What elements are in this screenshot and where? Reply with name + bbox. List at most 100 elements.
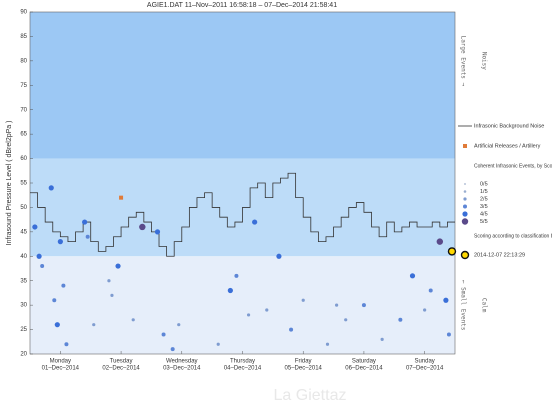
side-label: Large Events →	[460, 36, 467, 87]
legend-swatch	[463, 190, 467, 193]
event-point	[380, 337, 384, 341]
x-tick-label: Thursday	[230, 359, 255, 365]
event-point	[325, 342, 330, 346]
artillery-point	[119, 195, 124, 200]
legend-title: Coherent Infrasonic Events, by Score:	[474, 163, 552, 169]
x-tick-label: Tuesday	[110, 359, 133, 365]
legend-swatch	[463, 197, 467, 201]
event-point	[289, 327, 294, 332]
legend-swatch	[462, 211, 468, 217]
event-point	[170, 347, 175, 352]
event-point	[335, 303, 339, 307]
band	[30, 12, 455, 159]
event-point	[82, 219, 88, 225]
x-tick-label: Monday	[50, 359, 71, 365]
y-tick-label: 55	[20, 181, 27, 187]
event-point	[139, 223, 146, 231]
side-label: Noisy	[481, 52, 488, 70]
y-tick-label: 60	[20, 156, 27, 162]
legend-label: 2/5	[480, 196, 488, 202]
noise-line	[30, 172, 455, 257]
event-point	[446, 332, 451, 337]
event-point	[110, 293, 114, 297]
event-point	[131, 318, 135, 322]
legend-title: Scoring according to classification boun…	[474, 233, 552, 239]
event-point	[246, 313, 251, 317]
y-tick-label: 35	[20, 278, 27, 284]
y-tick-label: 65	[20, 132, 27, 138]
x-tick-date: 02–Dec–2014	[102, 366, 140, 372]
event-point	[61, 283, 66, 288]
x-tick-date: 04–Dec–2014	[224, 366, 262, 372]
side-label: ← Small Events	[460, 280, 467, 331]
event-point	[40, 264, 45, 269]
x-tick-date: 05–Dec–2014	[285, 366, 323, 372]
event-point	[443, 297, 449, 303]
legend-label: 3/5	[480, 204, 488, 210]
event-point	[436, 238, 444, 245]
legend-label: 5/5	[480, 219, 488, 225]
event-point	[85, 234, 90, 239]
legend-swatch	[461, 218, 469, 225]
legend-label: 1/5	[480, 189, 488, 195]
x-tick-date: 03–Dec–2014	[163, 366, 201, 372]
y-axis-label: Infrasound Pressure Level ( dBrel2pPa )	[6, 121, 13, 246]
event-point	[252, 219, 258, 225]
y-tick-label: 45	[20, 229, 27, 235]
x-tick-date: 01–Dec–2014	[42, 366, 80, 372]
event-point	[344, 318, 348, 322]
event-point	[161, 332, 166, 337]
event-point	[52, 298, 57, 303]
legend-label: Infrasonic Background Noise	[474, 123, 544, 129]
watermark: La Giettaz	[274, 387, 347, 400]
event-point	[57, 239, 63, 245]
event-point	[276, 253, 282, 259]
event-point	[154, 229, 161, 235]
y-tick-label: 25	[20, 327, 27, 333]
event-point	[301, 298, 305, 302]
event-point	[398, 317, 403, 322]
x-tick-label: Saturday	[352, 359, 376, 365]
event-point	[361, 303, 366, 308]
y-tick-label: 30	[20, 303, 27, 309]
side-label: Calm	[481, 298, 488, 313]
event-point	[265, 308, 269, 312]
event-point	[409, 273, 416, 279]
event-point	[227, 287, 233, 294]
legend-swatch	[460, 250, 470, 260]
highlight-point	[447, 247, 457, 256]
legend-swatch	[464, 183, 466, 185]
event-point	[36, 253, 42, 259]
legend-label: 4/5	[480, 211, 488, 217]
chart-title: AGIE1.DAT 11–Nov–2011 16:58:18 – 07–Dec–…	[147, 2, 337, 9]
event-point	[216, 342, 220, 346]
x-tick-date: 07–Dec–2014	[406, 366, 444, 372]
y-tick-label: 20	[20, 352, 27, 358]
legend-label: 0/5	[480, 181, 488, 187]
band	[30, 256, 455, 354]
event-point	[54, 322, 60, 328]
legend-label: Artificial Releases / Artillery	[474, 143, 541, 149]
legend-swatch	[463, 204, 467, 209]
x-tick-label: Sunday	[414, 359, 434, 365]
legend-label: 2014-12-07 22:13:29	[474, 252, 525, 258]
x-tick-label: Friday	[295, 359, 312, 365]
legend-swatch	[463, 144, 467, 148]
y-tick-label: 70	[20, 107, 27, 113]
event-point	[177, 323, 181, 327]
event-point	[32, 224, 38, 230]
y-tick-label: 75	[20, 83, 27, 89]
event-point	[64, 342, 69, 347]
y-tick-label: 85	[20, 34, 27, 40]
event-point	[48, 185, 54, 191]
event-point	[115, 263, 121, 269]
event-point	[92, 323, 96, 327]
y-tick-label: 40	[20, 254, 27, 260]
x-tick-label: Wednesday	[166, 359, 198, 365]
y-tick-label: 90	[20, 10, 27, 16]
y-tick-label: 50	[20, 205, 27, 211]
event-point	[234, 273, 239, 278]
x-tick-date: 06–Dec–2014	[345, 366, 383, 372]
event-point	[423, 308, 427, 312]
